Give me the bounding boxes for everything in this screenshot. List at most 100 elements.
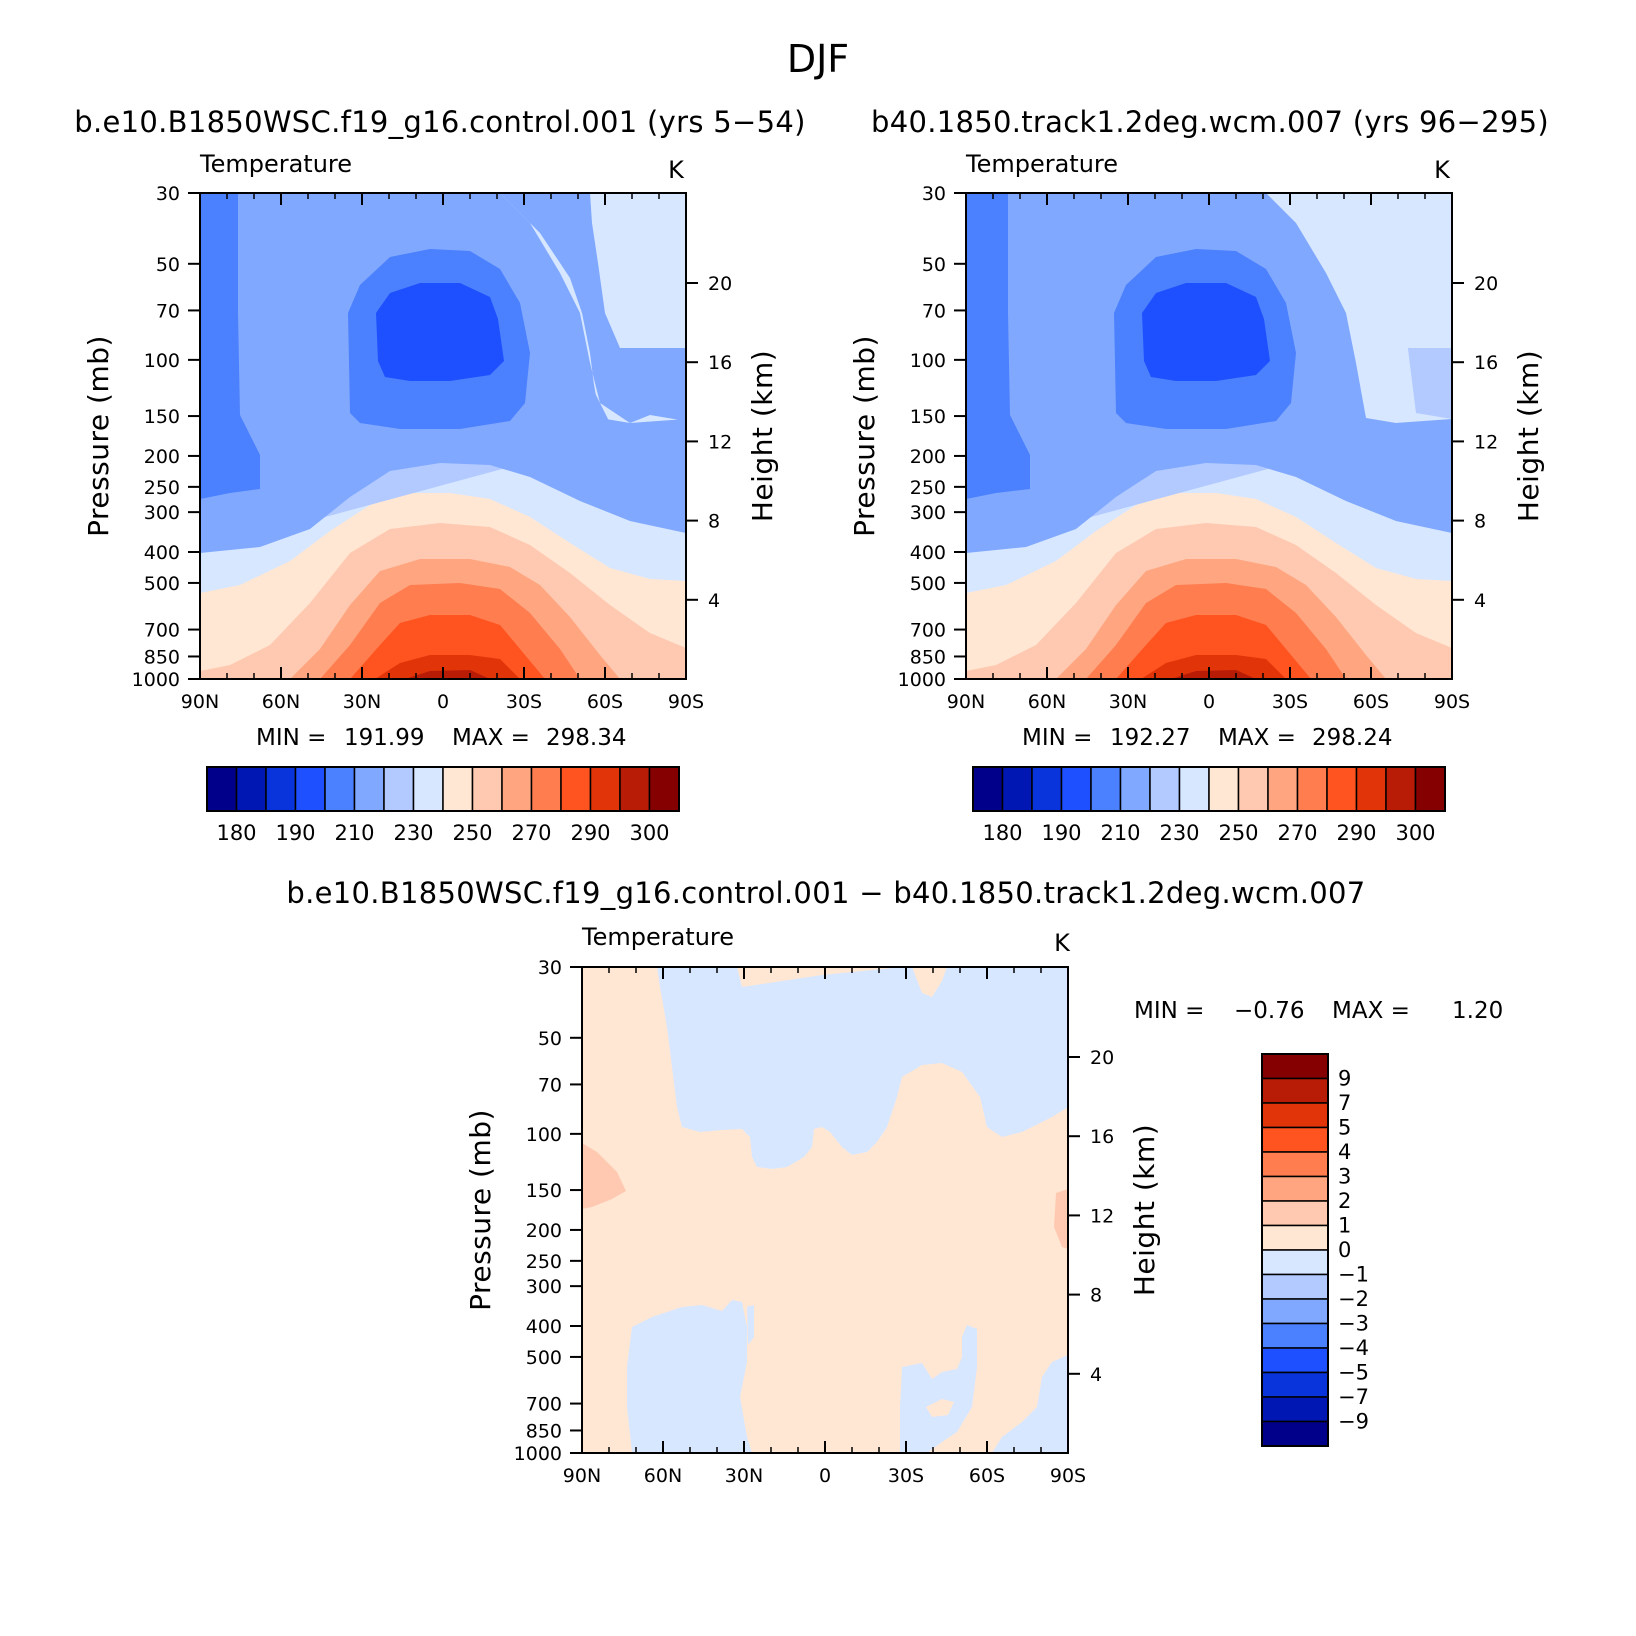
x-tick-label: 60S [1353, 691, 1389, 713]
colorbar-label: −3 [1338, 1312, 1369, 1336]
colorbar-label: −1 [1338, 1263, 1369, 1287]
y-tick-label: 400 [910, 542, 946, 564]
y2-axis-label: Height (km) [1128, 1124, 1161, 1296]
colorbar-box [1261, 1102, 1329, 1129]
x-tick-label: 90S [668, 691, 704, 713]
panel-wcm-title: b40.1850.track1.2deg.wcm.007 (yrs 96−295… [871, 105, 1549, 139]
colorbar-label: 180 [216, 821, 256, 845]
colorbar-box [560, 766, 592, 812]
colorbar-label: 290 [1336, 821, 1376, 845]
x-tick-label: 90S [1050, 1465, 1086, 1487]
x-tick-label: 30S [506, 691, 542, 713]
colorbar-label: 270 [511, 821, 551, 845]
min-value: 191.99 [344, 725, 424, 751]
band-290-295 [1141, 655, 1286, 679]
y2-tick-label: 20 [1090, 1047, 1114, 1069]
colorbar-label: 2 [1338, 1189, 1351, 1213]
y2-tick-label: 4 [708, 590, 720, 612]
colorbar-label: −4 [1338, 1336, 1369, 1360]
colorbar-label: 270 [1277, 821, 1317, 845]
y-tick-label: 500 [526, 1347, 562, 1369]
y2-tick-label: 20 [1474, 273, 1498, 295]
y-tick-label: 850 [910, 646, 946, 668]
colorbar-box [353, 766, 385, 812]
colorbar-box [383, 766, 415, 812]
colorbar-label: 0 [1338, 1238, 1351, 1262]
max-label: MAX = [1332, 998, 1410, 1024]
x-tick-label: 60N [1028, 691, 1066, 713]
colorbar-box [1355, 766, 1387, 812]
colorbar-box [294, 766, 326, 812]
y-tick-label: 1000 [132, 669, 180, 691]
y-axis-label: Pressure (mb) [464, 1109, 497, 1311]
band-0-1-island [926, 1399, 954, 1417]
x-tick-label: 60N [262, 691, 300, 713]
band-neg1-0-polar [992, 1355, 1068, 1453]
y2-tick-label: 8 [1474, 511, 1486, 533]
x-tick-label: 30N [725, 1465, 763, 1487]
y-tick-label: 200 [526, 1220, 562, 1242]
y-tick-label: 150 [910, 406, 946, 428]
colorbar-box [1326, 766, 1358, 812]
colorbar-label: 9 [1338, 1067, 1351, 1091]
colorbar-box [1261, 1371, 1329, 1398]
panel-wcm-variable: Temperature [965, 150, 1118, 178]
y-tick-label: 700 [144, 620, 180, 642]
colorbar-label: 300 [629, 821, 669, 845]
x-tick-label: 90S [1434, 691, 1470, 713]
band-190-200 [1142, 283, 1270, 381]
y2-tick-label: 4 [1474, 590, 1486, 612]
contour-plot-wcm [966, 193, 1452, 679]
x-tick-label: 30S [888, 1465, 924, 1487]
panel-wcm: b40.1850.track1.2deg.wcm.007 (yrs 96−295… [848, 105, 1549, 845]
band-295-300 [405, 670, 490, 679]
axis-ticks: 90N 60N 30N 0 30S 60S 90S 30 50 70 100 150 200 250 300… [132, 183, 733, 713]
band-200-210 [966, 193, 1030, 499]
contour-plot-difference [582, 967, 1068, 1453]
x-tick-label: 60N [644, 1465, 682, 1487]
panel-control: b.e10.B1850WSC.f19_g16.control.001 (yrs … [74, 105, 805, 845]
y-tick-label: 70 [922, 300, 946, 322]
colorbar-box [589, 766, 621, 812]
max-value: 298.34 [546, 725, 626, 751]
colorbar-box [1090, 766, 1122, 812]
y-tick-label: 1000 [514, 1443, 562, 1465]
colorbar-label: −7 [1338, 1385, 1369, 1409]
x-tick-label: 60S [587, 691, 623, 713]
y-tick-label: 400 [144, 542, 180, 564]
y-tick-label: 400 [526, 1316, 562, 1338]
colorbar-label: 210 [1100, 821, 1140, 845]
y2-tick-label: 12 [708, 431, 732, 453]
band-1-2-north [582, 1143, 626, 1209]
panel-wcm-units: K [1434, 156, 1451, 184]
colorbar-label: 5 [1338, 1116, 1351, 1140]
colorbar-label: 3 [1338, 1165, 1351, 1189]
colorbar-box [1261, 1126, 1329, 1153]
colorbar-box [471, 766, 503, 812]
x-tick-label: 90N [947, 691, 985, 713]
colorbar-box [1261, 1396, 1329, 1423]
colorbar-box [1178, 766, 1210, 812]
y-tick-label: 50 [922, 254, 946, 276]
panel-control-units: K [668, 156, 685, 184]
x-tick-label: 0 [437, 691, 449, 713]
colorbar-box [1208, 766, 1240, 812]
y2-tick-label: 16 [708, 352, 732, 374]
max-value: 1.20 [1452, 998, 1503, 1024]
y-tick-label: 850 [144, 646, 180, 668]
panel-control-variable: Temperature [199, 150, 352, 178]
panel-difference-units: K [1054, 929, 1071, 957]
colorbar-label: 4 [1338, 1140, 1351, 1164]
colorbar-label: 180 [982, 821, 1022, 845]
band-neg1-0-south [900, 1325, 977, 1453]
colorbar-label: 210 [334, 821, 374, 845]
y-tick-label: 150 [144, 406, 180, 428]
y-tick-label: 300 [526, 1276, 562, 1298]
y2-tick-label: 8 [1090, 1285, 1102, 1307]
x-tick-label: 90N [181, 691, 219, 713]
y-tick-label: 250 [144, 477, 180, 499]
y2-tick-label: 16 [1474, 352, 1498, 374]
colorbar-box [412, 766, 444, 812]
